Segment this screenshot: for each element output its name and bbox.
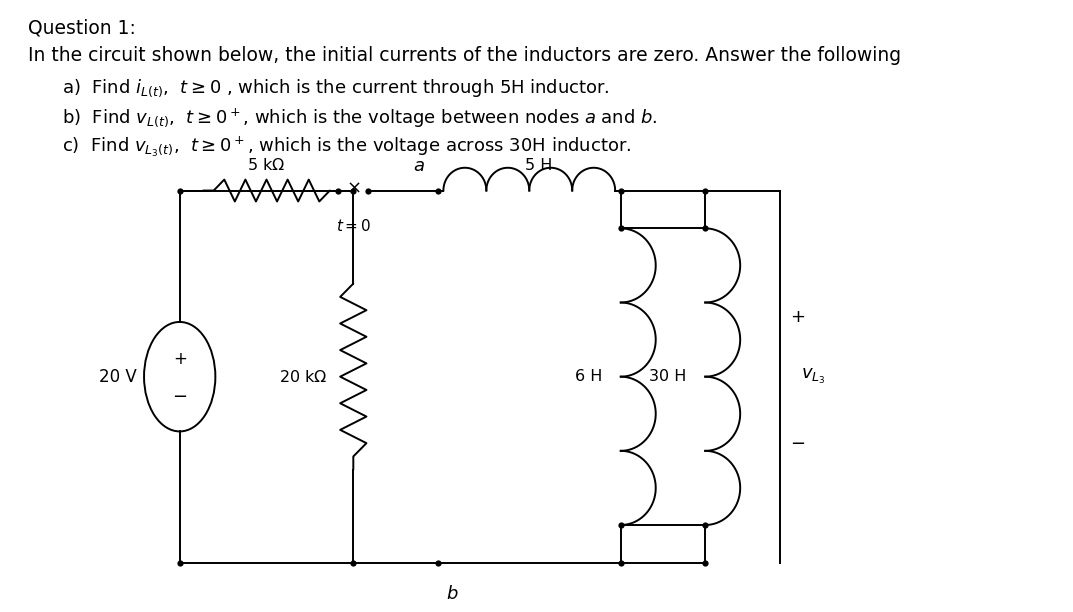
Text: In the circuit shown below, the initial currents of the inductors are zero. Answ: In the circuit shown below, the initial … [28, 46, 901, 65]
Text: a)  Find $i_{L(t)}$,  $t \geq 0$ , which is the current through 5H inductor.: a) Find $i_{L(t)}$, $t \geq 0$ , which i… [62, 77, 611, 99]
Text: $a$: $a$ [413, 157, 425, 174]
Text: $b$: $b$ [445, 584, 458, 603]
Text: b)  Find $v_{L(t)}$,  $t \geq 0^+$, which is the voltage between nodes $a$ and $: b) Find $v_{L(t)}$, $t \geq 0^+$, which … [62, 106, 658, 129]
Text: +: + [790, 308, 805, 326]
Text: 6 H: 6 H [575, 369, 602, 384]
Text: +: + [173, 350, 187, 368]
Text: 20 k$\Omega$: 20 k$\Omega$ [279, 368, 327, 385]
Text: 20 V: 20 V [99, 368, 136, 386]
Text: $\times$: $\times$ [346, 179, 361, 196]
Text: 30 H: 30 H [649, 369, 687, 384]
Text: −: − [790, 435, 805, 453]
Text: 5 H: 5 H [525, 158, 553, 173]
Text: $v_{L_3}$: $v_{L_3}$ [800, 367, 825, 386]
Text: Question 1:: Question 1: [28, 18, 135, 37]
Text: 5 k$\Omega$: 5 k$\Omega$ [248, 157, 285, 173]
Text: $t = 0$: $t = 0$ [336, 218, 371, 234]
Text: c)  Find $v_{L_3(t)}$,  $t \geq 0^+$, which is the voltage across 30H inductor.: c) Find $v_{L_3(t)}$, $t \geq 0^+$, whic… [62, 135, 632, 159]
Text: −: − [172, 387, 188, 406]
